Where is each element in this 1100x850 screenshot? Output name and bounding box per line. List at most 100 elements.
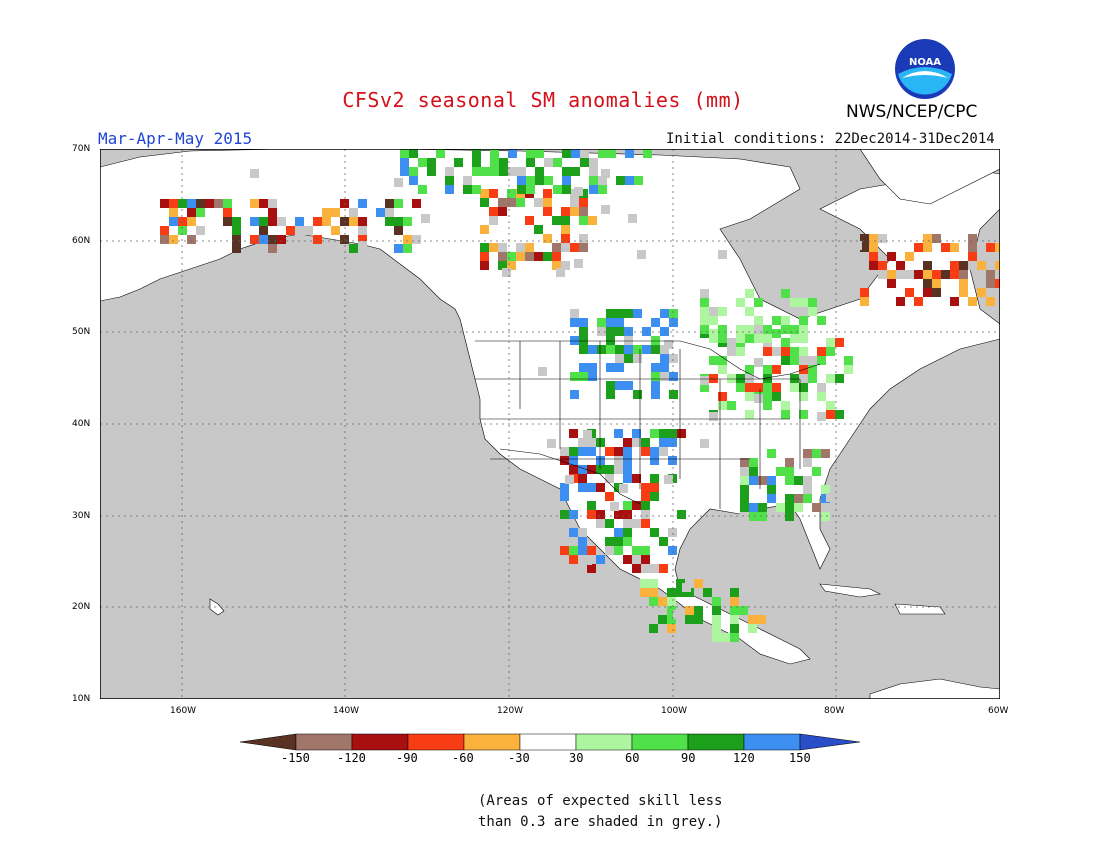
anomaly-cell xyxy=(427,158,436,167)
colorbar xyxy=(240,733,861,751)
anomaly-cell xyxy=(445,176,454,185)
anomaly-cell xyxy=(718,307,727,316)
anomaly-cell xyxy=(835,338,844,347)
anomaly-cell xyxy=(606,336,615,345)
skill-note-line: than 0.3 are shaded in grey.) xyxy=(478,814,723,830)
anomaly-cell xyxy=(605,465,614,474)
lat-label: 30N xyxy=(72,511,91,521)
anomaly-cell xyxy=(709,334,718,343)
anomaly-cell xyxy=(660,363,669,372)
anomaly-cell xyxy=(525,216,534,225)
anomaly-cell xyxy=(669,354,678,363)
anomaly-cell xyxy=(799,356,808,365)
anomaly-cell xyxy=(668,438,677,447)
anomaly-cell xyxy=(268,244,277,253)
anomaly-cell xyxy=(703,579,712,588)
anomaly-cell xyxy=(516,198,525,207)
anomaly-cell xyxy=(587,510,596,519)
anomaly-cell xyxy=(718,365,727,374)
anomaly-cell xyxy=(596,438,605,447)
anomaly-cell xyxy=(556,268,565,277)
political-borders xyxy=(475,340,821,509)
anomaly-cell xyxy=(615,327,624,336)
anomaly-cell xyxy=(619,484,628,493)
anomaly-cell xyxy=(803,476,812,485)
anomaly-cell xyxy=(667,588,676,597)
anomaly-cell xyxy=(623,555,632,564)
colorbar-tick-label: 150 xyxy=(789,751,811,765)
noaa-logo-icon: NOAA xyxy=(895,39,955,99)
anomaly-cell xyxy=(571,149,580,158)
anomaly-cell xyxy=(712,606,721,615)
anomaly-cell xyxy=(623,447,632,456)
anomaly-cell xyxy=(196,226,205,235)
anomaly-cell xyxy=(313,235,322,244)
anomaly-cell xyxy=(169,217,178,226)
anomaly-cell xyxy=(781,347,790,356)
anomaly-cell xyxy=(640,624,649,633)
anomaly-cell xyxy=(507,261,516,270)
anomaly-cell xyxy=(472,167,481,176)
anomaly-cell xyxy=(785,512,794,521)
anomaly-cell xyxy=(914,270,923,279)
lat-label: 70N xyxy=(72,144,91,154)
anomaly-cell xyxy=(799,347,808,356)
anomaly-cell xyxy=(223,199,232,208)
anomaly-cell xyxy=(754,394,763,403)
anomaly-cell xyxy=(313,217,322,226)
anomaly-cell xyxy=(959,261,968,270)
anomaly-cell xyxy=(727,401,736,410)
colorbar-tick-label: 30 xyxy=(569,751,584,765)
anomaly-cell xyxy=(650,528,659,537)
anomaly-cell xyxy=(624,327,633,336)
anomaly-cell xyxy=(658,624,667,633)
anomaly-cell xyxy=(651,363,660,372)
anomaly-cell xyxy=(709,412,718,421)
anomaly-cell xyxy=(579,318,588,327)
anomaly-cell xyxy=(525,252,534,261)
anomaly-cell xyxy=(578,465,587,474)
anomaly-cell xyxy=(615,318,624,327)
anomaly-cell xyxy=(694,579,703,588)
anomaly-cell xyxy=(754,316,763,325)
anomaly-cell xyxy=(277,217,286,226)
anomaly-cell xyxy=(700,289,709,298)
anomaly-cell xyxy=(977,261,986,270)
anomaly-cell xyxy=(632,546,641,555)
anomaly-cell xyxy=(418,185,427,194)
anomaly-cell xyxy=(427,167,436,176)
anomaly-cell xyxy=(860,297,869,306)
anomaly-cell xyxy=(772,383,781,392)
anomaly-cell xyxy=(887,252,896,261)
anomaly-cell xyxy=(669,318,678,327)
anomaly-cell xyxy=(623,438,632,447)
anomaly-cell xyxy=(803,494,812,503)
anomaly-cell xyxy=(507,189,516,198)
anomaly-cell xyxy=(803,458,812,467)
anomaly-cell xyxy=(923,270,932,279)
anomaly-cell xyxy=(799,392,808,401)
anomaly-cell xyxy=(817,412,826,421)
anomaly-cell xyxy=(740,476,749,485)
anomaly-cell xyxy=(651,336,660,345)
anomaly-cell xyxy=(578,546,587,555)
anomaly-cell xyxy=(754,358,763,367)
anomaly-cell xyxy=(394,217,403,226)
anomaly-cell xyxy=(650,447,659,456)
anomaly-cell xyxy=(772,329,781,338)
anomaly-cell xyxy=(232,217,241,226)
anomaly-cell xyxy=(712,615,721,624)
anomaly-cell xyxy=(772,392,781,401)
colorbar-tick-label: -60 xyxy=(452,751,474,765)
anomaly-cell xyxy=(625,149,634,158)
anomaly-cell xyxy=(709,356,718,365)
anomaly-cell xyxy=(409,176,418,185)
anomaly-cell xyxy=(959,270,968,279)
anomaly-cell xyxy=(570,318,579,327)
anomaly-cell xyxy=(569,564,578,573)
anomaly-cell xyxy=(561,216,570,225)
anomaly-cell xyxy=(587,465,596,474)
anomaly-cell xyxy=(785,494,794,503)
anomaly-cell xyxy=(466,439,475,448)
anomaly-cell xyxy=(739,606,748,615)
